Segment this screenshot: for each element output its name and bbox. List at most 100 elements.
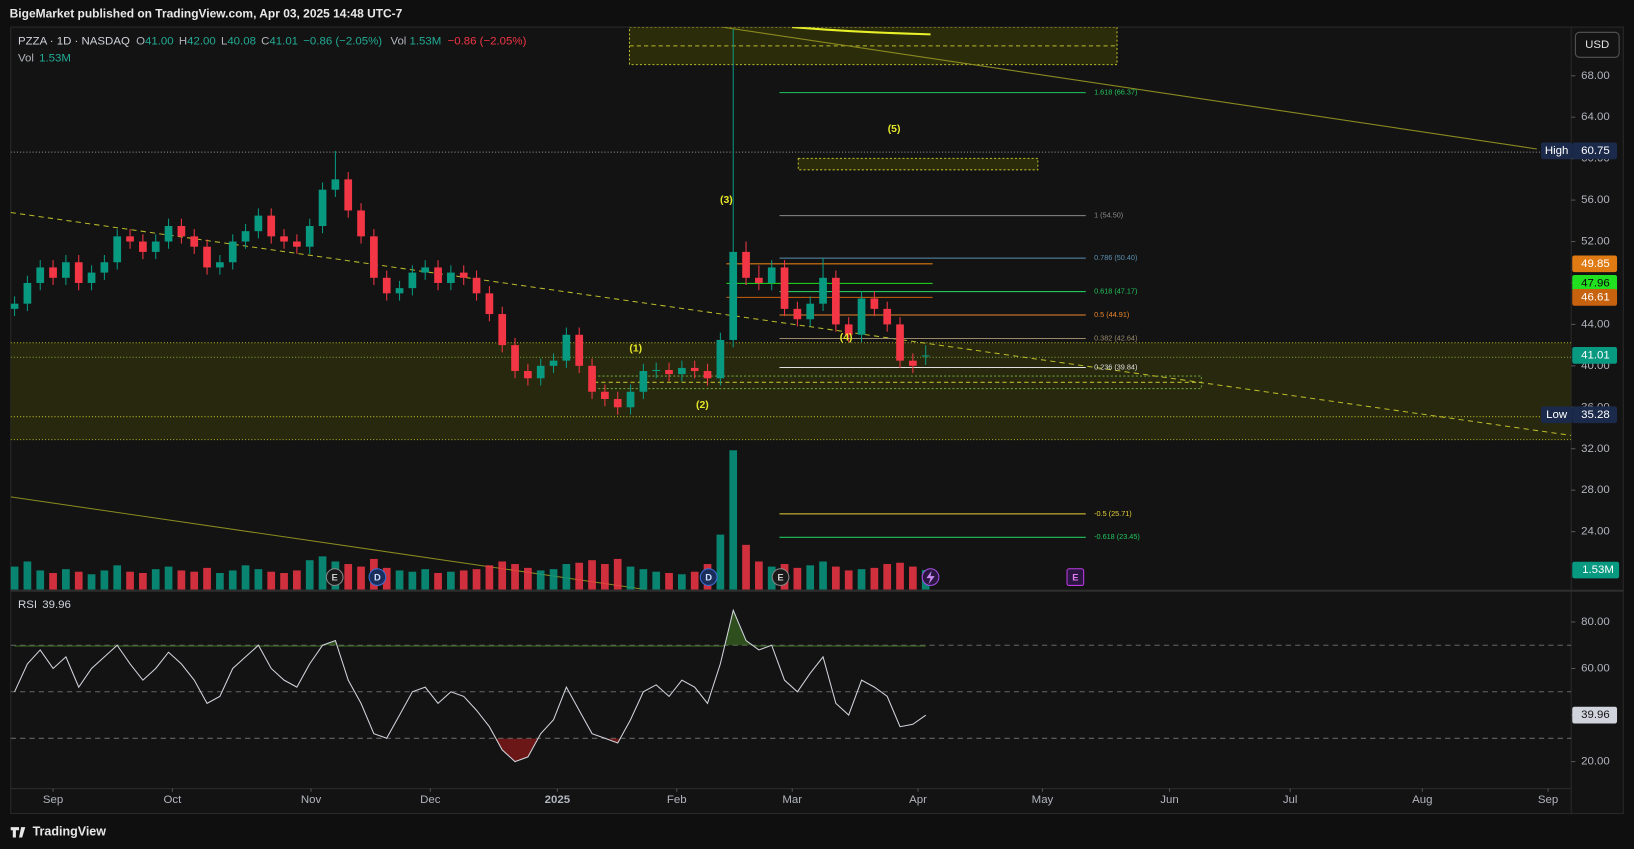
candle-body — [370, 236, 378, 278]
x-tick-label: Sep — [1538, 794, 1558, 806]
candle-body — [703, 371, 712, 379]
x-tick-label: Nov — [301, 794, 322, 806]
fib-label: 0.236 (39.84) — [1094, 362, 1137, 371]
fib-label: 1 (54.50) — [1094, 211, 1123, 220]
candle-body — [742, 251, 750, 278]
candle-body — [49, 267, 57, 278]
logo — [10, 827, 26, 838]
candle-body — [344, 179, 353, 211]
candle-body — [485, 293, 494, 315]
volume-bar — [357, 566, 365, 590]
volume-bar — [844, 570, 853, 590]
volume-bar — [421, 569, 430, 590]
volume-bar — [434, 572, 442, 590]
volume-badge-label: 1.53M — [1582, 564, 1614, 576]
candle-body — [421, 267, 430, 273]
candle-body — [164, 225, 173, 242]
fib-label: -0.5 (25.71) — [1094, 509, 1132, 518]
candle-body — [498, 314, 507, 346]
marker-badge — [1572, 142, 1618, 160]
volume-bar — [690, 571, 699, 590]
currency-button[interactable] — [1574, 31, 1620, 58]
volume-bar — [74, 571, 83, 590]
volume-bar — [254, 569, 263, 590]
volume-bar — [23, 561, 32, 590]
rsi-value: 39.96 — [42, 599, 71, 611]
c-value: 41.01 — [269, 36, 298, 48]
volume-bar — [36, 570, 45, 590]
candle-body — [74, 262, 83, 283]
candle-body — [780, 267, 789, 309]
fib-label: 0.618 (47.17) — [1094, 286, 1137, 295]
volume-bar — [549, 569, 558, 590]
volume-bar — [164, 566, 173, 590]
volume-bar — [909, 566, 917, 590]
change: −0.86 (−2.05%) — [303, 36, 382, 48]
earnings-icon[interactable] — [771, 568, 790, 586]
dividend-icon[interactable] — [699, 568, 718, 586]
volume-bar — [742, 544, 750, 590]
candle-body — [755, 277, 763, 283]
volume-bar — [280, 572, 288, 590]
dividend-icon[interactable] — [368, 568, 387, 586]
rsi-tick-label: 20.00 — [1581, 756, 1610, 768]
vol-label: Vol — [18, 52, 34, 64]
volume-bar — [113, 565, 122, 590]
x-tick-label: Oct — [164, 794, 183, 806]
candle-body — [896, 324, 904, 361]
volume-bar — [447, 571, 455, 590]
future-earnings-icon[interactable] — [1066, 568, 1085, 586]
candle-body — [716, 339, 725, 379]
candle-body — [588, 365, 596, 392]
marker-tag-label: Low — [1546, 409, 1568, 421]
wave-label: (5) — [888, 124, 901, 135]
candle-body — [216, 262, 224, 268]
candle-body — [447, 272, 455, 283]
candle-body — [177, 225, 186, 237]
volume-bar — [203, 567, 211, 590]
volume-bar — [49, 572, 57, 590]
candle-body — [549, 360, 558, 366]
y-tick-label: 52.00 — [1581, 236, 1610, 248]
candle-body — [382, 277, 391, 294]
wave-label: (1) — [629, 344, 642, 355]
x-tick-label: Dec — [420, 794, 441, 806]
publish-header: BigeMarket published on TradingView.com,… — [10, 7, 403, 21]
y-tick-label: 24.00 — [1581, 526, 1610, 538]
currency[interactable]: USD — [1585, 39, 1609, 51]
candle-body — [267, 215, 276, 237]
candle-body — [575, 334, 584, 366]
volume-bar — [62, 569, 70, 590]
volume-bar — [819, 561, 827, 590]
brand: TradingView — [33, 825, 107, 839]
volume-bar — [588, 560, 596, 590]
candle-body — [36, 267, 45, 283]
volume-bar — [832, 566, 840, 590]
candle-body — [241, 231, 250, 242]
h-label: H — [179, 36, 187, 48]
price-badge-label: 41.01 — [1581, 349, 1610, 361]
l-label: L — [221, 36, 227, 48]
volume-bar — [139, 572, 147, 590]
x-tick-label: Mar — [782, 794, 802, 806]
earnings-icon[interactable] — [325, 568, 344, 586]
volume-bar — [10, 566, 19, 590]
fib: 1.618 (66.37) 1 (54.50) 0.786 (50.40) 0.618… — [726, 88, 1140, 541]
candle-body — [883, 308, 892, 325]
volume-bar — [126, 571, 134, 590]
y-tick-label: 68.00 — [1581, 70, 1610, 82]
candle-body — [139, 241, 147, 252]
y-tick-label: 64.00 — [1581, 111, 1610, 123]
volume-bar — [601, 564, 609, 590]
footer: TradingView — [10, 825, 107, 839]
candle-body — [562, 334, 571, 361]
candle-body — [870, 298, 879, 309]
x-tick-label: Jul — [1283, 794, 1298, 806]
fib-label: 1.618 (66.37) — [1094, 88, 1137, 97]
volume-bar — [524, 567, 532, 590]
y-tick-label: 28.00 — [1581, 484, 1610, 496]
legend: PZZA · 1D · NASDAQ O41.00 H42.00 L40.08 C41.… — [18, 36, 527, 48]
candle-body — [100, 262, 109, 273]
